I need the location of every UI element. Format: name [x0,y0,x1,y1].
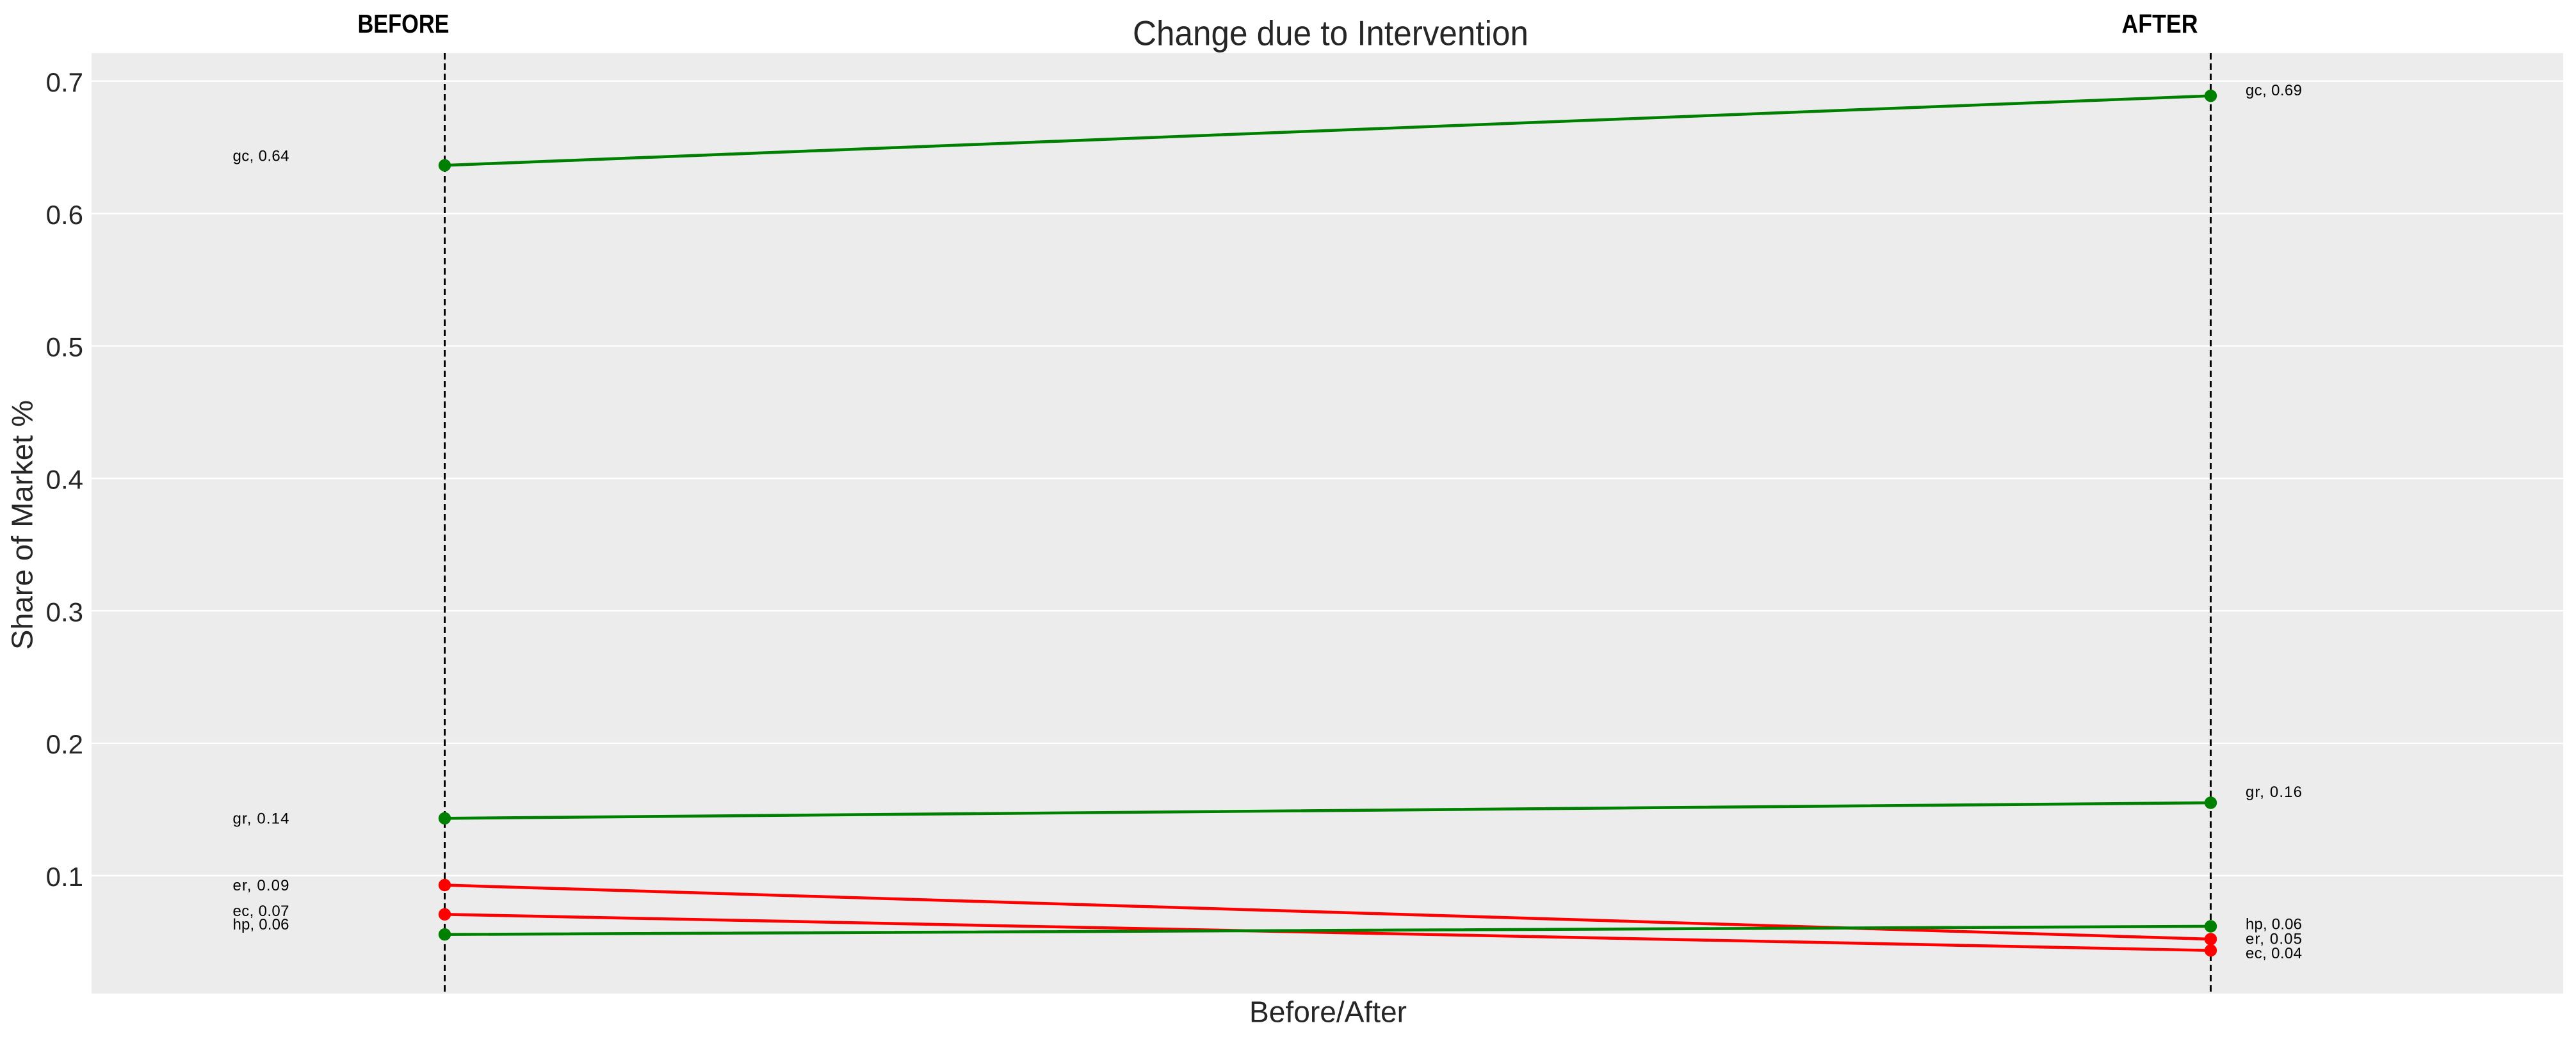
svg-text:0.3: 0.3 [46,597,83,627]
svg-text:0.7: 0.7 [46,67,83,97]
svg-text:er, 0.09: er, 0.09 [233,877,289,894]
svg-text:ec, 0.07: ec, 0.07 [233,903,289,920]
svg-text:AFTER: AFTER [2122,9,2198,38]
svg-text:0.5: 0.5 [46,332,83,362]
svg-text:hp, 0.06: hp, 0.06 [2246,916,2302,933]
svg-text:Change due to Intervention: Change due to Intervention [1133,13,1528,53]
svg-text:0.6: 0.6 [46,200,83,230]
svg-text:gr, 0.16: gr, 0.16 [2246,784,2302,801]
svg-text:gc, 0.64: gc, 0.64 [233,148,289,165]
svg-text:Before/After: Before/After [1249,995,1407,1028]
svg-text:hp, 0.06: hp, 0.06 [233,916,289,933]
svg-text:ec, 0.04: ec, 0.04 [2246,945,2302,962]
svg-text:Share of Market %: Share of Market % [6,400,39,650]
svg-text:0.2: 0.2 [46,729,83,759]
svg-text:0.4: 0.4 [46,465,83,495]
svg-text:gr, 0.14: gr, 0.14 [233,810,289,827]
svg-text:0.1: 0.1 [46,862,83,892]
svg-text:er, 0.05: er, 0.05 [2246,931,2302,948]
svg-text:gc, 0.69: gc, 0.69 [2246,82,2302,99]
svg-text:BEFORE: BEFORE [358,9,450,38]
